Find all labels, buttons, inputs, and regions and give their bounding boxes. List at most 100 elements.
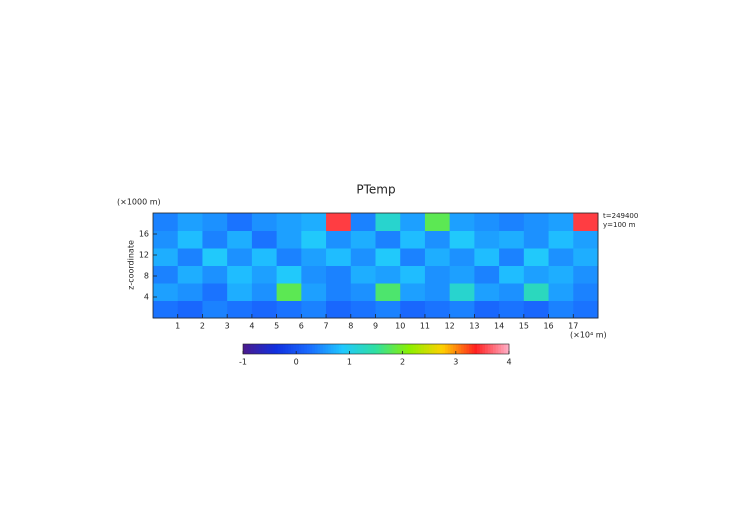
colorbar-swatch xyxy=(322,344,326,354)
heatmap-cell xyxy=(276,283,302,301)
heatmap-cell xyxy=(350,265,376,284)
colorbar-swatch xyxy=(370,344,374,354)
heatmap-cell xyxy=(375,300,401,319)
colorbar-swatch xyxy=(378,344,382,354)
heatmap-cell xyxy=(153,265,179,284)
heatmap-cell xyxy=(424,283,451,301)
heatmap-cell xyxy=(400,230,426,249)
colorbar-swatch xyxy=(293,344,297,354)
heatmap-cell xyxy=(227,248,253,266)
heatmap-cell xyxy=(301,283,327,301)
colorbar-swatch xyxy=(487,344,491,354)
heatmap-cell xyxy=(177,213,203,231)
colorbar-swatch xyxy=(402,344,406,354)
heatmap-cell xyxy=(202,230,228,249)
x-tick-label: 14 xyxy=(494,322,504,331)
x-tick-label: 4 xyxy=(249,322,254,331)
chart-title: PTemp xyxy=(356,183,395,197)
colorbar-swatch xyxy=(383,344,388,354)
colorbar-swatch xyxy=(336,344,340,354)
colorbar-swatch xyxy=(290,344,294,354)
colorbar-swatch xyxy=(429,344,433,354)
colorbar-swatch xyxy=(309,344,313,354)
heatmap-cell xyxy=(474,265,500,284)
x-tick-label: 5 xyxy=(274,322,279,331)
heatmap-cell xyxy=(301,300,327,319)
heatmap-cell xyxy=(474,283,500,301)
heatmap-cell xyxy=(251,230,278,249)
heatmap-cell xyxy=(301,265,327,284)
colorbar-swatch xyxy=(471,344,475,354)
colorbar-swatch xyxy=(341,344,345,354)
heatmap-cell xyxy=(523,248,550,266)
colorbar-swatch xyxy=(328,344,332,354)
heatmap-cell xyxy=(251,213,278,231)
heatmap-cell xyxy=(251,283,278,301)
heatmap-cell xyxy=(548,283,574,301)
heatmap-cell xyxy=(326,230,352,249)
heatmap-cell xyxy=(153,230,179,249)
x-tick-label: 17 xyxy=(568,322,578,331)
colorbar-swatch xyxy=(434,344,438,354)
colorbar-swatch xyxy=(253,344,257,354)
heatmap-cell xyxy=(375,213,401,231)
heatmap-cell xyxy=(153,248,179,266)
colorbar-swatch xyxy=(277,344,281,354)
colorbar-swatch xyxy=(391,344,396,354)
colorbar-swatch xyxy=(490,344,494,354)
heatmap-cell xyxy=(523,230,550,249)
heatmap-cell xyxy=(449,300,475,319)
heatmap-cell xyxy=(202,265,228,284)
heatmap-cell xyxy=(202,283,228,301)
colorbar-swatch xyxy=(431,344,435,354)
colorbar-swatch xyxy=(376,344,380,354)
heatmap-cell xyxy=(548,230,574,249)
colorbar-swatch xyxy=(399,344,403,354)
colorbar-swatch xyxy=(338,344,342,354)
x-tick-label: 13 xyxy=(469,322,479,331)
x-tick-label: 12 xyxy=(445,322,455,331)
colorbar-swatch xyxy=(266,344,270,354)
heatmap-cell xyxy=(326,265,352,284)
colorbar-swatch xyxy=(415,344,419,354)
heatmap-cell xyxy=(573,213,599,231)
colorbar-swatch xyxy=(477,344,481,354)
colorbar-swatch xyxy=(413,344,417,354)
heatmap-cell xyxy=(449,213,475,231)
x-tick-label: 3 xyxy=(225,322,230,331)
colorbar-swatch xyxy=(493,344,497,354)
heatmap-cell xyxy=(548,265,574,284)
colorbar-swatch xyxy=(447,344,451,354)
heatmap-cell xyxy=(227,213,253,231)
heatmap-cell xyxy=(276,230,302,249)
colorbar-swatch xyxy=(258,344,263,354)
heatmap-cell xyxy=(474,213,500,231)
heatmap-cell xyxy=(326,213,352,231)
colorbar-swatch xyxy=(330,344,334,354)
heatmap-cell xyxy=(449,248,475,266)
colorbar-swatch xyxy=(450,344,454,354)
colorbar-swatch xyxy=(506,344,510,354)
heatmap-cell xyxy=(523,300,550,319)
colorbar-swatch xyxy=(365,344,369,354)
x-tick-label: 16 xyxy=(543,322,553,331)
colorbar-swatch xyxy=(296,344,300,354)
colorbar-swatch xyxy=(495,344,499,354)
colorbar-swatch xyxy=(346,344,350,354)
colorbar-swatch xyxy=(333,344,337,354)
heatmap-cell xyxy=(424,265,451,284)
colorbar-swatch xyxy=(250,344,255,354)
heatmap-cell xyxy=(573,230,599,249)
heatmap-cell xyxy=(400,248,426,266)
heatmap-cell xyxy=(202,300,228,319)
heatmap-cell xyxy=(400,213,426,231)
heatmap-cell xyxy=(350,300,376,319)
colorbar-swatch xyxy=(423,344,427,354)
y-tick-label: 12 xyxy=(139,251,149,260)
heatmap-cell xyxy=(326,283,352,301)
colorbar-swatch xyxy=(352,344,356,354)
heatmap-cell xyxy=(177,283,203,301)
colorbar-swatch xyxy=(248,344,252,354)
y-unit: (×1000 m) xyxy=(117,198,161,207)
